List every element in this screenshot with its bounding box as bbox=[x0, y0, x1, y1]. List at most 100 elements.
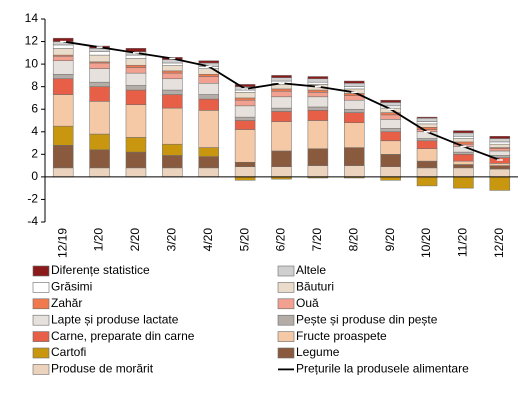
bar-segment bbox=[344, 83, 365, 87]
y-tick-label: 0 bbox=[31, 169, 38, 183]
legend-label: Cartofi bbox=[51, 345, 86, 359]
bar-segment bbox=[271, 107, 292, 112]
bar-segment bbox=[344, 147, 365, 166]
bar-segment bbox=[416, 160, 438, 169]
bar-segment bbox=[234, 129, 256, 163]
bar-segment bbox=[344, 108, 365, 113]
x-tick-label: 12/20 bbox=[492, 228, 506, 258]
bar-segment bbox=[416, 117, 438, 122]
bar-segment bbox=[125, 48, 147, 52]
y-tick-label: 2 bbox=[31, 147, 38, 161]
y-tick-label: 4 bbox=[31, 124, 38, 138]
bar-segment bbox=[344, 165, 365, 178]
bar-segment bbox=[453, 136, 474, 139]
x-tick-label: 6/20 bbox=[274, 228, 288, 252]
y-tick-label: 14 bbox=[25, 11, 39, 25]
bar-segment bbox=[125, 54, 147, 59]
bar-segment bbox=[52, 55, 74, 61]
legend-label: Diferențe statistice bbox=[51, 263, 150, 277]
bar-segment bbox=[307, 148, 329, 166]
legend-swatch bbox=[32, 265, 50, 277]
y-tick-label: 6 bbox=[31, 101, 38, 115]
bar-segment bbox=[489, 163, 511, 166]
bar-segment bbox=[234, 176, 256, 181]
bar-segment bbox=[125, 151, 147, 169]
bar-segment bbox=[489, 176, 511, 191]
legend-label: Lapte și produse lactate bbox=[51, 312, 179, 326]
bar-segment bbox=[489, 150, 511, 156]
bar-segment bbox=[198, 156, 219, 169]
bar-segment bbox=[125, 58, 147, 66]
bar-segment bbox=[271, 77, 292, 82]
bar-segment bbox=[52, 78, 74, 95]
legend-swatch bbox=[32, 314, 50, 326]
bar-segment bbox=[307, 92, 329, 98]
bar-segment bbox=[89, 101, 110, 135]
bar-segment bbox=[52, 44, 74, 49]
x-tick-label: 3/20 bbox=[165, 228, 179, 252]
legend-label: Grăsimi bbox=[51, 280, 92, 294]
bar-segment bbox=[89, 62, 110, 69]
bar-segment bbox=[89, 54, 110, 63]
bar-segment bbox=[89, 81, 110, 87]
bar-segment bbox=[307, 89, 329, 93]
bar-segment bbox=[198, 94, 219, 100]
bar-segment bbox=[198, 98, 219, 111]
bar-segment bbox=[162, 72, 183, 80]
bar-segment bbox=[453, 138, 474, 143]
legend-swatch bbox=[32, 282, 50, 293]
bar-segment bbox=[125, 167, 147, 178]
legend-label: Legume bbox=[296, 345, 340, 359]
bar-segment bbox=[52, 74, 74, 80]
bar-segment bbox=[234, 92, 256, 99]
bar-segment bbox=[380, 114, 401, 120]
bar-segment bbox=[344, 99, 365, 110]
bar-segment bbox=[416, 167, 438, 178]
legend-label: Pește și produse din pește bbox=[296, 312, 438, 326]
bar-segment bbox=[52, 125, 74, 146]
bar-segment bbox=[307, 78, 329, 83]
bar-segment bbox=[271, 90, 292, 98]
bar-segment bbox=[489, 143, 511, 148]
bar-segment bbox=[234, 84, 256, 87]
bar-segment bbox=[416, 140, 438, 149]
bar-segment bbox=[198, 83, 219, 95]
bar-segment bbox=[307, 120, 329, 149]
bar-segment bbox=[489, 168, 511, 178]
bar-segment bbox=[234, 116, 256, 121]
legend-swatch bbox=[32, 364, 50, 375]
legend-label: Altele bbox=[296, 263, 326, 277]
bar-segment bbox=[271, 121, 292, 152]
y-tick-label: 8 bbox=[31, 79, 38, 93]
bar-segment bbox=[453, 151, 474, 155]
bar-segment bbox=[380, 140, 401, 155]
bar-segment bbox=[416, 176, 438, 187]
bar-segment bbox=[271, 166, 292, 178]
bar-segment bbox=[125, 137, 147, 153]
bar-segment bbox=[162, 89, 183, 95]
legend-swatch bbox=[277, 265, 295, 277]
legend-label: Ouă bbox=[296, 296, 319, 310]
bar-segment bbox=[453, 132, 474, 137]
bar-segment bbox=[344, 80, 365, 84]
bar-segment bbox=[489, 141, 511, 145]
x-tick-label: 12/19 bbox=[55, 228, 69, 258]
bar-segment bbox=[125, 89, 147, 105]
bar-segment bbox=[307, 81, 329, 85]
legend-swatch bbox=[32, 347, 50, 359]
bar-segment bbox=[489, 138, 511, 143]
x-tick-label: 9/20 bbox=[383, 228, 397, 252]
bar-segment bbox=[125, 67, 147, 74]
bar-segment bbox=[453, 154, 474, 162]
bar-segment bbox=[52, 60, 74, 75]
bar-segment bbox=[162, 107, 183, 145]
bar-segment bbox=[198, 74, 219, 77]
bar-segment bbox=[125, 64, 147, 68]
bar-segment bbox=[416, 116, 438, 119]
bar-segment bbox=[307, 76, 329, 80]
bar-segment bbox=[162, 62, 183, 66]
legend-swatch bbox=[277, 282, 295, 293]
bar-segment bbox=[453, 176, 474, 189]
bar-segment bbox=[271, 75, 292, 78]
bar-segment bbox=[125, 85, 147, 91]
